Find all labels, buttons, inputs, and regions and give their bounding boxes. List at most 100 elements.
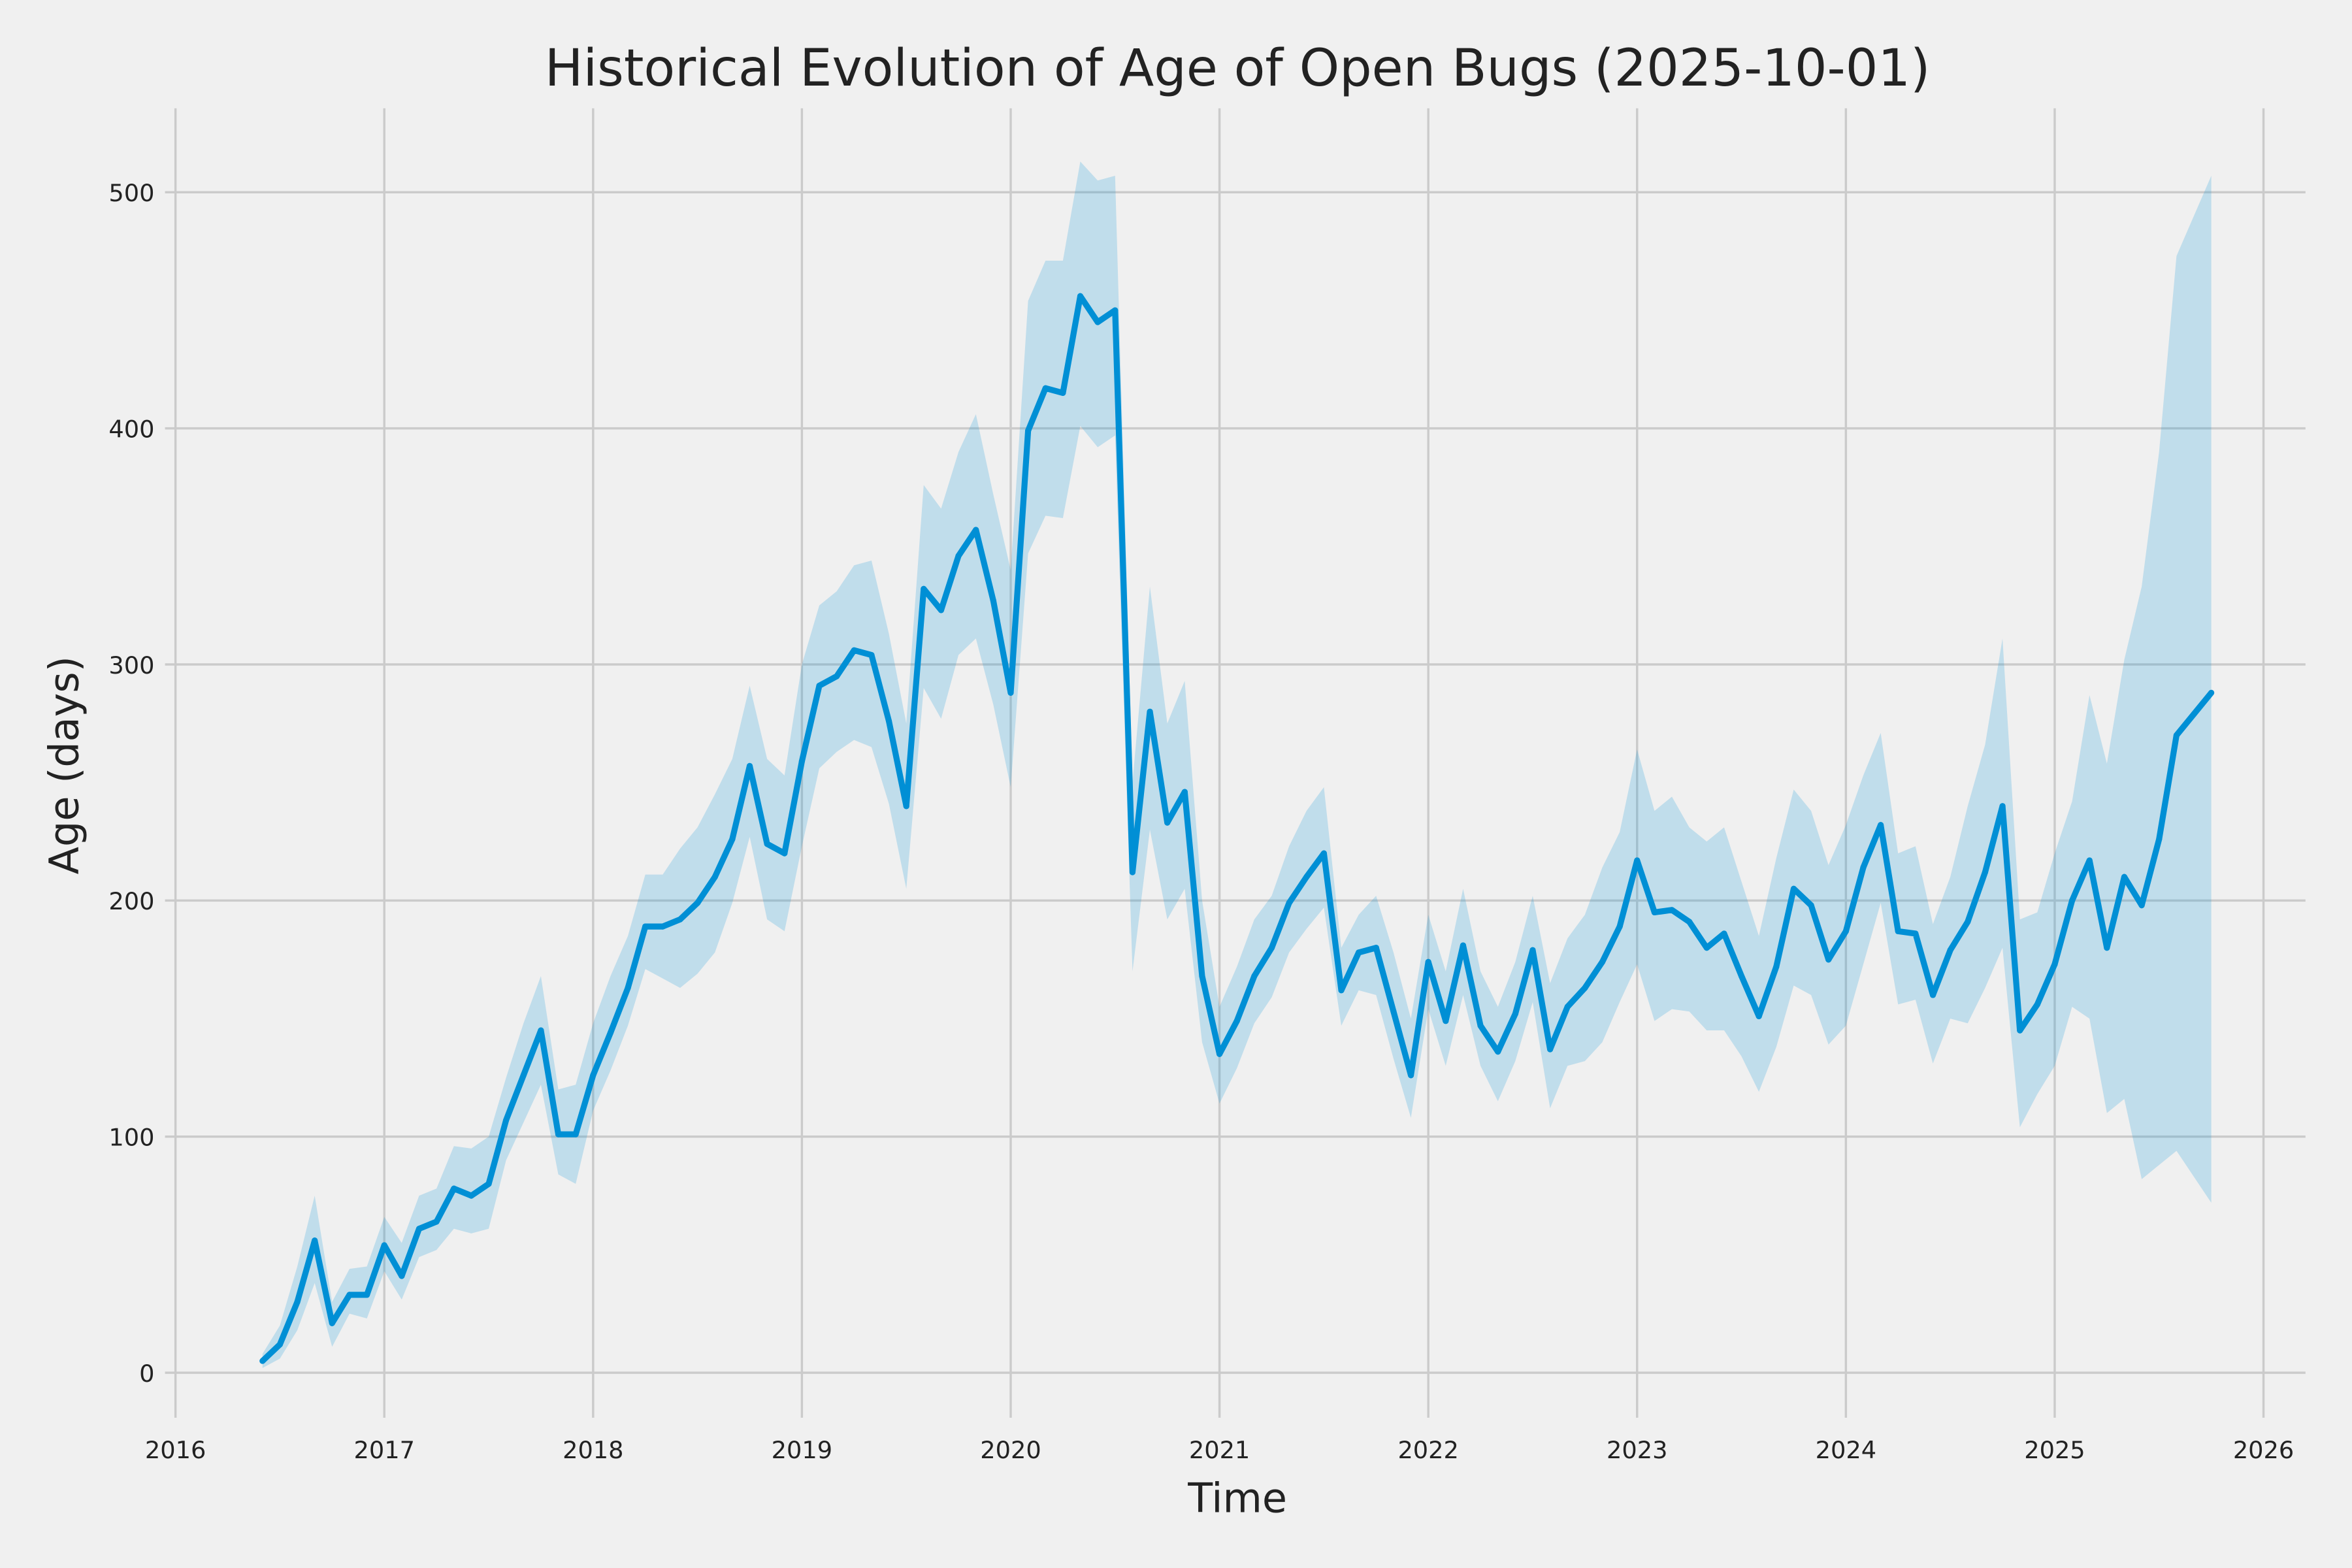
data-point xyxy=(1773,963,1780,970)
data-point xyxy=(329,1320,335,1326)
data-point xyxy=(1147,708,1153,715)
data-point xyxy=(885,718,892,725)
data-point xyxy=(1025,427,1032,434)
data-point xyxy=(764,841,770,847)
data-point xyxy=(1477,1022,1484,1029)
y-tick-labels: 0 100 200 300 400 500 xyxy=(108,179,154,1388)
data-point xyxy=(1233,1018,1240,1024)
y-tick-label: 0 xyxy=(139,1360,154,1388)
data-point xyxy=(1564,1004,1571,1010)
data-point xyxy=(1112,307,1119,314)
data-point xyxy=(1599,958,1606,965)
data-point xyxy=(1895,928,1901,934)
x-tick-label: 2025 xyxy=(2024,1436,2085,1464)
x-tick-label: 2024 xyxy=(1816,1436,1876,1464)
x-tick-label: 2019 xyxy=(772,1436,832,1464)
data-point xyxy=(711,874,718,880)
y-tick-label: 200 xyxy=(108,887,154,915)
y-tick-label: 300 xyxy=(108,651,154,679)
data-point xyxy=(1756,1013,1762,1020)
chart-title: Historical Evolution of Age of Open Bugs… xyxy=(545,39,1931,98)
data-point xyxy=(399,1273,405,1279)
data-point xyxy=(2208,689,2215,696)
data-point xyxy=(1007,689,1014,696)
data-point xyxy=(312,1237,318,1244)
data-point xyxy=(433,1218,440,1225)
data-point xyxy=(1338,987,1345,994)
y-tick-label: 500 xyxy=(108,179,154,207)
data-point xyxy=(1842,928,1849,934)
data-point xyxy=(1965,919,1971,925)
data-point xyxy=(1738,973,1745,979)
data-point xyxy=(2138,902,2145,909)
y-tick-label: 400 xyxy=(108,415,154,443)
data-point xyxy=(1616,923,1623,930)
data-point xyxy=(1373,945,1379,951)
data-point xyxy=(1181,789,1188,795)
data-point xyxy=(1703,945,1710,951)
x-tick-label: 2022 xyxy=(1397,1436,1458,1464)
data-point xyxy=(1320,850,1327,857)
data-point xyxy=(520,1072,527,1079)
data-point xyxy=(1407,1072,1414,1079)
x-axis-label: Time xyxy=(1187,1475,1287,1522)
data-point xyxy=(1356,949,1362,956)
data-point xyxy=(990,597,996,604)
data-point xyxy=(781,850,788,857)
data-point xyxy=(1529,947,1536,953)
data-point xyxy=(538,1027,544,1034)
data-point xyxy=(1808,902,1814,909)
data-point xyxy=(1164,819,1171,826)
grid xyxy=(165,108,2306,1418)
data-point xyxy=(625,985,631,991)
data-point xyxy=(485,1181,492,1187)
data-point xyxy=(1686,919,1693,925)
data-point xyxy=(694,900,701,906)
data-point xyxy=(346,1292,353,1298)
data-points xyxy=(259,293,2215,1364)
data-point xyxy=(1982,869,1989,875)
x-tick-label: 2017 xyxy=(353,1436,414,1464)
data-point xyxy=(1460,942,1467,949)
data-point xyxy=(381,1242,387,1249)
data-point xyxy=(2104,945,2110,951)
data-point xyxy=(1286,900,1292,906)
data-point xyxy=(1547,1046,1554,1053)
data-point xyxy=(834,673,840,679)
data-point xyxy=(2121,874,2128,880)
data-point xyxy=(798,758,805,764)
data-point xyxy=(1077,293,1084,299)
data-point xyxy=(276,1341,284,1348)
data-point xyxy=(416,1226,423,1232)
data-point xyxy=(1199,973,1205,979)
data-point xyxy=(642,923,649,930)
data-point xyxy=(607,1030,614,1036)
data-point xyxy=(1790,885,1797,892)
data-point xyxy=(2017,1027,2023,1034)
data-point xyxy=(2156,836,2163,843)
data-point xyxy=(1929,992,1936,998)
data-point xyxy=(1268,945,1275,951)
data-point xyxy=(294,1299,301,1305)
data-point xyxy=(1634,857,1641,864)
data-point xyxy=(572,1131,579,1137)
data-point xyxy=(1582,985,1588,991)
x-tick-label: 2026 xyxy=(2233,1436,2294,1464)
y-axis-label: Age (days) xyxy=(40,656,88,874)
data-point xyxy=(659,923,666,930)
data-point xyxy=(1251,973,1258,979)
data-point xyxy=(1390,1008,1397,1015)
data-point xyxy=(868,651,875,659)
data-point xyxy=(503,1117,510,1124)
data-point xyxy=(363,1292,370,1298)
data-point xyxy=(1495,1049,1501,1055)
data-point xyxy=(746,762,753,769)
data-point xyxy=(1512,1011,1518,1017)
data-point xyxy=(1669,907,1675,913)
data-point xyxy=(1129,869,1136,875)
data-point xyxy=(1425,958,1431,965)
y-tick-label: 100 xyxy=(108,1124,154,1152)
